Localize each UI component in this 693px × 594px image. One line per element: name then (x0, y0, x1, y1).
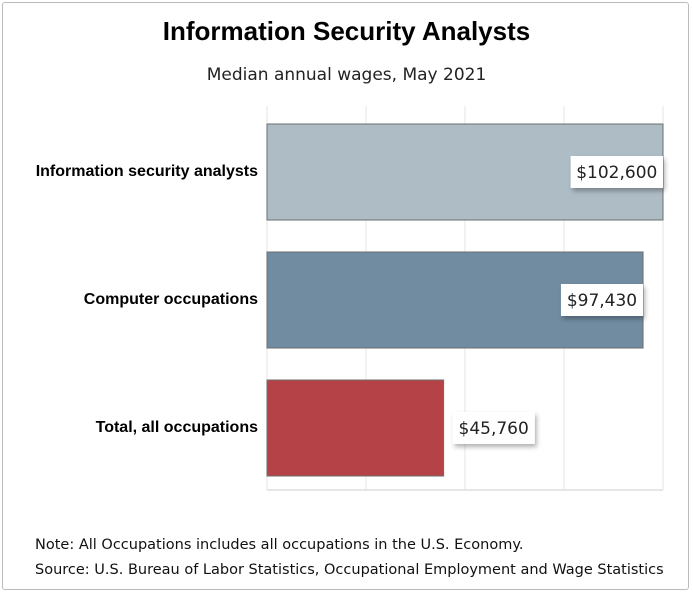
category-label: Total, all occupations (96, 419, 258, 436)
category-label: Information security analysts (36, 163, 258, 180)
chart-source: Source: U.S. Bureau of Labor Statistics,… (35, 562, 664, 578)
chart-title: Information Security Analysts (162, 16, 531, 46)
chart-note: Note: All Occupations includes all occup… (35, 537, 524, 553)
data-label: $45,760 (459, 419, 529, 439)
data-label: $102,600 (576, 163, 657, 183)
bar (266, 379, 445, 477)
data-label-box (452, 412, 535, 444)
chart-subtitle: Median annual wages, May 2021 (206, 65, 487, 85)
data-label: $97,430 (567, 291, 637, 311)
data-label-box (570, 156, 663, 188)
category-label: Computer occupations (84, 291, 258, 308)
data-label-box (560, 284, 644, 316)
